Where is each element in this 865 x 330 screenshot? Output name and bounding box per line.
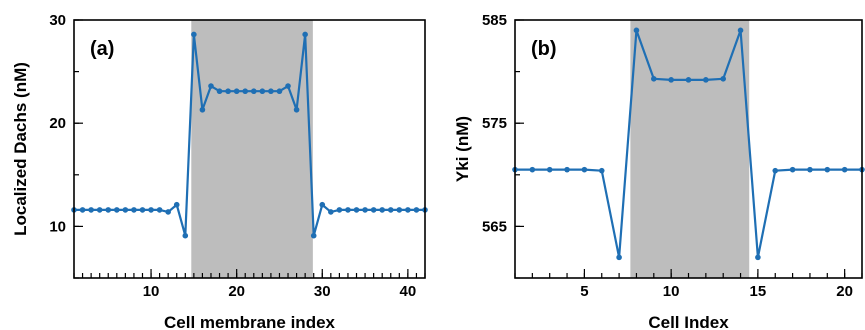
data-point <box>530 167 536 173</box>
data-point <box>319 202 325 208</box>
data-point <box>234 88 240 94</box>
data-point <box>354 207 360 213</box>
data-point <box>97 207 103 213</box>
data-point <box>182 233 188 239</box>
y-axis-label: Yki (nM) <box>453 116 472 182</box>
data-point <box>277 88 283 94</box>
data-point <box>668 77 674 83</box>
data-point <box>703 77 709 83</box>
shaded-region <box>191 20 313 278</box>
data-point <box>260 88 266 94</box>
data-point <box>131 207 137 213</box>
data-point <box>790 167 796 173</box>
data-point <box>328 209 334 215</box>
data-point <box>616 255 622 261</box>
data-point <box>114 207 120 213</box>
x-tick-label: 5 <box>580 283 588 300</box>
data-point <box>217 88 223 94</box>
panel-a: 10 20 30 40 10 20 30 (a) Cell membrane index Loca… <box>11 12 428 330</box>
data-point <box>105 207 111 213</box>
data-point <box>564 167 570 173</box>
x-axis-label: Cell Index <box>648 313 729 330</box>
data-point <box>599 168 605 174</box>
data-point <box>242 88 248 94</box>
x-tick-label: 20 <box>836 283 853 300</box>
data-point <box>379 207 385 213</box>
data-point <box>397 207 403 213</box>
y-tick-label: 585 <box>482 12 507 29</box>
data-point <box>268 88 274 94</box>
data-point <box>371 207 377 213</box>
data-point <box>208 83 214 89</box>
data-point <box>651 76 657 82</box>
data-point <box>345 207 351 213</box>
data-point <box>165 209 171 215</box>
data-point <box>88 207 94 213</box>
data-point <box>311 233 317 239</box>
data-point <box>807 167 813 173</box>
y-tick-label: 30 <box>49 12 66 29</box>
data-point <box>191 32 197 38</box>
data-point <box>294 107 300 113</box>
x-tick-label: 10 <box>143 283 160 300</box>
data-point <box>738 28 744 34</box>
data-point <box>634 28 640 34</box>
x-tick-label: 20 <box>228 283 245 300</box>
y-tick-label: 565 <box>482 218 507 235</box>
data-point <box>123 207 129 213</box>
y-tick-label: 575 <box>482 115 507 132</box>
data-point <box>720 76 726 82</box>
data-point <box>772 168 778 174</box>
data-point <box>755 255 761 261</box>
data-point <box>582 167 588 173</box>
data-point <box>157 207 163 213</box>
data-point <box>174 202 180 208</box>
data-point <box>251 88 257 94</box>
data-point <box>842 167 848 173</box>
data-point <box>140 207 146 213</box>
data-point <box>414 207 420 213</box>
data-point <box>405 207 411 213</box>
data-point <box>200 107 206 113</box>
data-point <box>302 32 308 38</box>
data-point <box>362 207 368 213</box>
x-tick-label: 40 <box>400 283 417 300</box>
x-tick-label: 10 <box>663 283 680 300</box>
x-tick-label: 30 <box>314 283 331 300</box>
panel-label: (a) <box>90 38 114 60</box>
y-tick-label: 20 <box>49 115 66 132</box>
data-point <box>148 207 154 213</box>
data-point <box>225 88 231 94</box>
x-tick-label: 15 <box>750 283 767 300</box>
data-point <box>80 207 86 213</box>
data-point <box>547 167 553 173</box>
panel-b: 5 10 15 20 565 575 585 (b) Cell Index Yki (nM) <box>453 12 865 330</box>
data-point <box>388 207 394 213</box>
data-point <box>337 207 343 213</box>
panel-label: (b) <box>531 38 557 60</box>
data-point <box>285 83 291 89</box>
y-axis-label: Localized Dachs (nM) <box>11 62 30 236</box>
y-tick-label: 10 <box>49 218 66 235</box>
data-point <box>825 167 831 173</box>
x-axis-label: Cell membrane index <box>164 313 336 330</box>
data-point <box>686 77 692 83</box>
